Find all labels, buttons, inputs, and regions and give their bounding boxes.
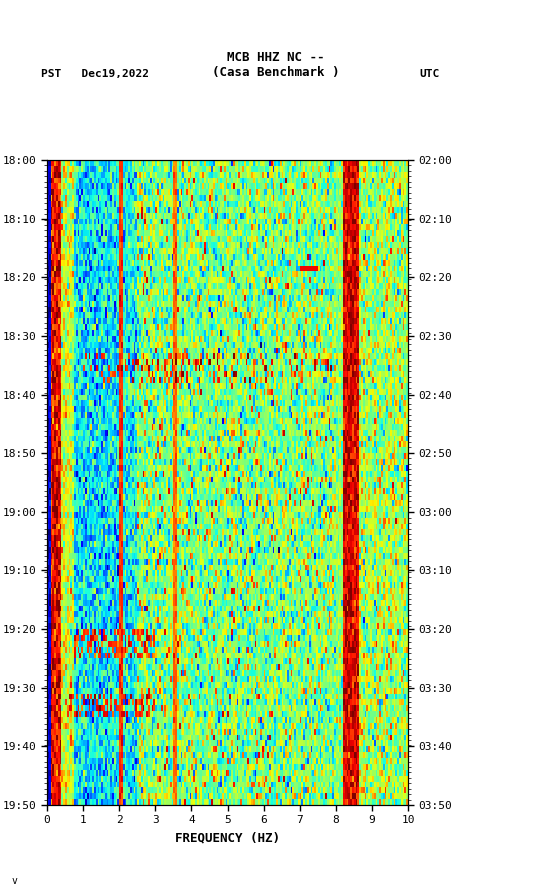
Text: PST   Dec19,2022: PST Dec19,2022	[41, 69, 150, 79]
Text: USGS: USGS	[24, 17, 66, 31]
Text: MCB HHZ NC --: MCB HHZ NC --	[227, 51, 325, 64]
Text: v: v	[11, 876, 17, 886]
X-axis label: FREQUENCY (HZ): FREQUENCY (HZ)	[175, 831, 280, 844]
Text: (Casa Benchmark ): (Casa Benchmark )	[213, 65, 339, 79]
Text: UTC: UTC	[419, 69, 439, 79]
